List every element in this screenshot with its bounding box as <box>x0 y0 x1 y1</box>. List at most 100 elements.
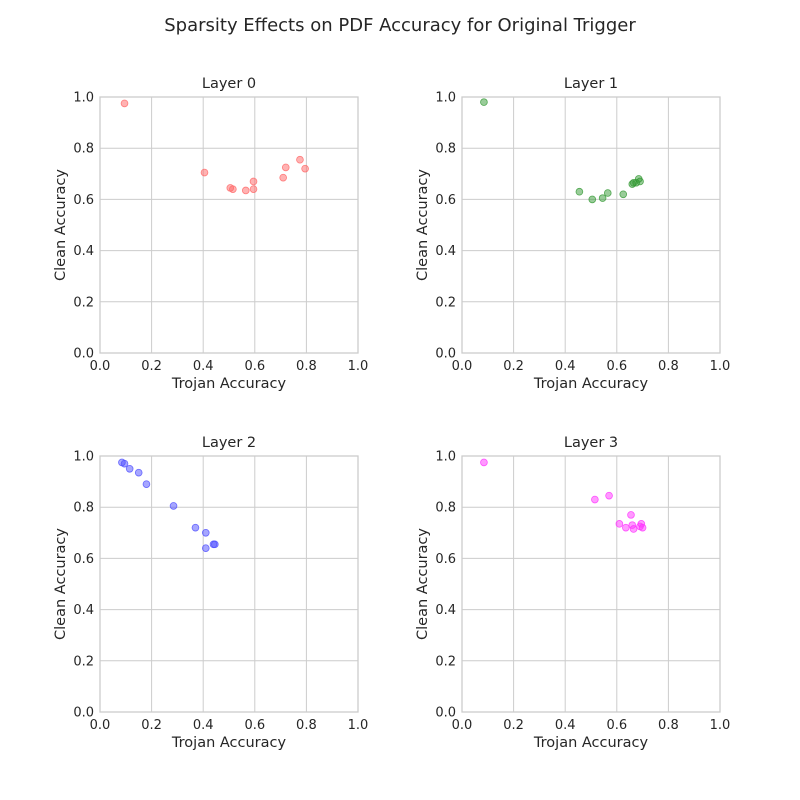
scatter-point <box>603 189 612 197</box>
scatter-point <box>201 544 210 552</box>
y-tick-label: 0.4 <box>435 244 456 259</box>
plot-area <box>462 97 720 353</box>
scatter-point <box>169 502 178 510</box>
scatter-point <box>201 528 210 537</box>
x-tick-label: 1.0 <box>710 359 731 374</box>
y-tick-label: 0.4 <box>73 244 94 259</box>
x-axis-label: Trojan Accuracy <box>533 735 649 751</box>
axes-frame <box>99 455 359 713</box>
x-tick-label: 0.6 <box>244 359 265 374</box>
scatter-point <box>120 459 129 468</box>
scatter-point <box>480 458 488 467</box>
y-tick-label: 0.0 <box>73 706 94 721</box>
y-tick-label: 0.2 <box>435 295 456 310</box>
y-tick-label: 1.0 <box>73 91 94 106</box>
subplot-title: Layer 1 <box>564 76 618 92</box>
scatter-point <box>296 155 304 164</box>
x-tick-label: 0.6 <box>606 359 627 374</box>
x-axis-label: Trojan Accuracy <box>533 376 649 392</box>
y-tick-label: 0.2 <box>73 654 94 669</box>
x-tick-label: 0.2 <box>141 359 162 374</box>
x-tick-label: 0.4 <box>193 359 214 374</box>
y-tick-label: 0.6 <box>435 193 456 208</box>
y-tick-label: 0.4 <box>73 603 94 618</box>
scatter-point <box>638 523 647 532</box>
scatter-point <box>142 480 151 488</box>
y-tick-label: 0.2 <box>73 295 94 310</box>
x-tick-label: 1.0 <box>710 718 731 733</box>
y-axis-label: Clean Accuracy <box>53 528 69 640</box>
x-tick-label: 0.4 <box>193 718 214 733</box>
scatter-point <box>619 190 628 199</box>
x-tick-label: 0.8 <box>658 359 679 374</box>
y-tick-label: 0.8 <box>435 142 456 157</box>
y-tick-label: 0.0 <box>73 347 94 362</box>
x-tick-label: 0.0 <box>452 718 473 733</box>
y-axis-label: Clean Accuracy <box>415 169 431 281</box>
subplot-title: Layer 0 <box>202 76 256 92</box>
y-tick-label: 1.0 <box>73 450 94 465</box>
x-tick-label: 0.6 <box>606 718 627 733</box>
axes-frame <box>99 96 359 354</box>
y-tick-label: 0.0 <box>435 706 456 721</box>
y-tick-label: 0.6 <box>73 193 94 208</box>
scatter-point <box>249 185 258 193</box>
y-tick-label: 0.6 <box>73 552 94 567</box>
x-tick-label: 0.2 <box>503 359 524 374</box>
scatter-point <box>615 520 624 528</box>
scatter-point <box>229 185 237 193</box>
x-tick-label: 0.0 <box>452 359 473 374</box>
x-tick-label: 0.4 <box>555 718 576 733</box>
scatter-point <box>629 525 638 533</box>
scatter-point <box>575 187 584 196</box>
y-axis-label: Clean Accuracy <box>53 169 69 281</box>
scatter-point <box>281 163 290 172</box>
x-tick-label: 0.2 <box>503 718 524 733</box>
y-tick-label: 0.2 <box>435 654 456 669</box>
x-tick-label: 0.8 <box>296 718 317 733</box>
y-tick-label: 0.0 <box>435 347 456 362</box>
x-axis-label: Trojan Accuracy <box>171 376 287 392</box>
scatter-point <box>200 168 209 177</box>
subplot-1: 0.0 0.2 0.4 0.6 0.8 1.0 0.0 0.2 0.4 0.6 0.8 1.0 Laye… <box>415 76 730 392</box>
scatter-point <box>191 523 200 532</box>
x-tick-label: 0.8 <box>658 718 679 733</box>
scatter-point <box>134 468 143 477</box>
scatter-point <box>301 164 309 173</box>
scatter-point <box>120 99 129 108</box>
y-tick-label: 0.8 <box>435 501 456 516</box>
scatter-point <box>605 491 613 500</box>
x-tick-label: 0.6 <box>244 718 265 733</box>
scatter-point <box>211 540 219 549</box>
y-tick-label: 1.0 <box>435 450 456 465</box>
scatter-point <box>249 177 258 186</box>
plot-area <box>100 456 358 712</box>
scatter-point <box>241 186 250 195</box>
scatter-point <box>480 98 488 106</box>
x-tick-label: 0.8 <box>296 359 317 374</box>
x-tick-label: 1.0 <box>348 718 369 733</box>
x-tick-label: 1.0 <box>348 359 369 374</box>
y-tick-label: 0.4 <box>435 603 456 618</box>
subplot-3: 0.0 0.2 0.4 0.6 0.8 1.0 0.0 0.2 0.4 0.6 0.8 1.0 Laye… <box>415 435 730 751</box>
scatter-point <box>622 523 630 532</box>
y-tick-label: 0.6 <box>435 552 456 567</box>
y-tick-label: 0.8 <box>73 501 94 516</box>
plot-area <box>100 97 358 353</box>
subplot-title: Layer 2 <box>202 435 256 451</box>
plot-area <box>462 456 720 712</box>
subplot-0: 0.0 0.2 0.4 0.6 0.8 1.0 0.0 0.2 0.4 0.6 0.8 1.0 Laye… <box>53 76 368 392</box>
scatter-point <box>598 194 607 202</box>
subplot-title: Layer 3 <box>564 435 618 451</box>
axes-frame <box>461 96 721 354</box>
y-tick-label: 1.0 <box>435 91 456 106</box>
y-tick-label: 0.8 <box>73 142 94 157</box>
x-tick-label: 0.2 <box>141 718 162 733</box>
scatter-point <box>636 177 644 186</box>
x-axis-label: Trojan Accuracy <box>171 735 287 751</box>
figure-title: Sparsity Effects on PDF Accuracy for Ori… <box>164 15 636 36</box>
scatter-point <box>588 195 597 204</box>
scatter-point <box>627 511 635 519</box>
scatter-point <box>125 464 134 473</box>
